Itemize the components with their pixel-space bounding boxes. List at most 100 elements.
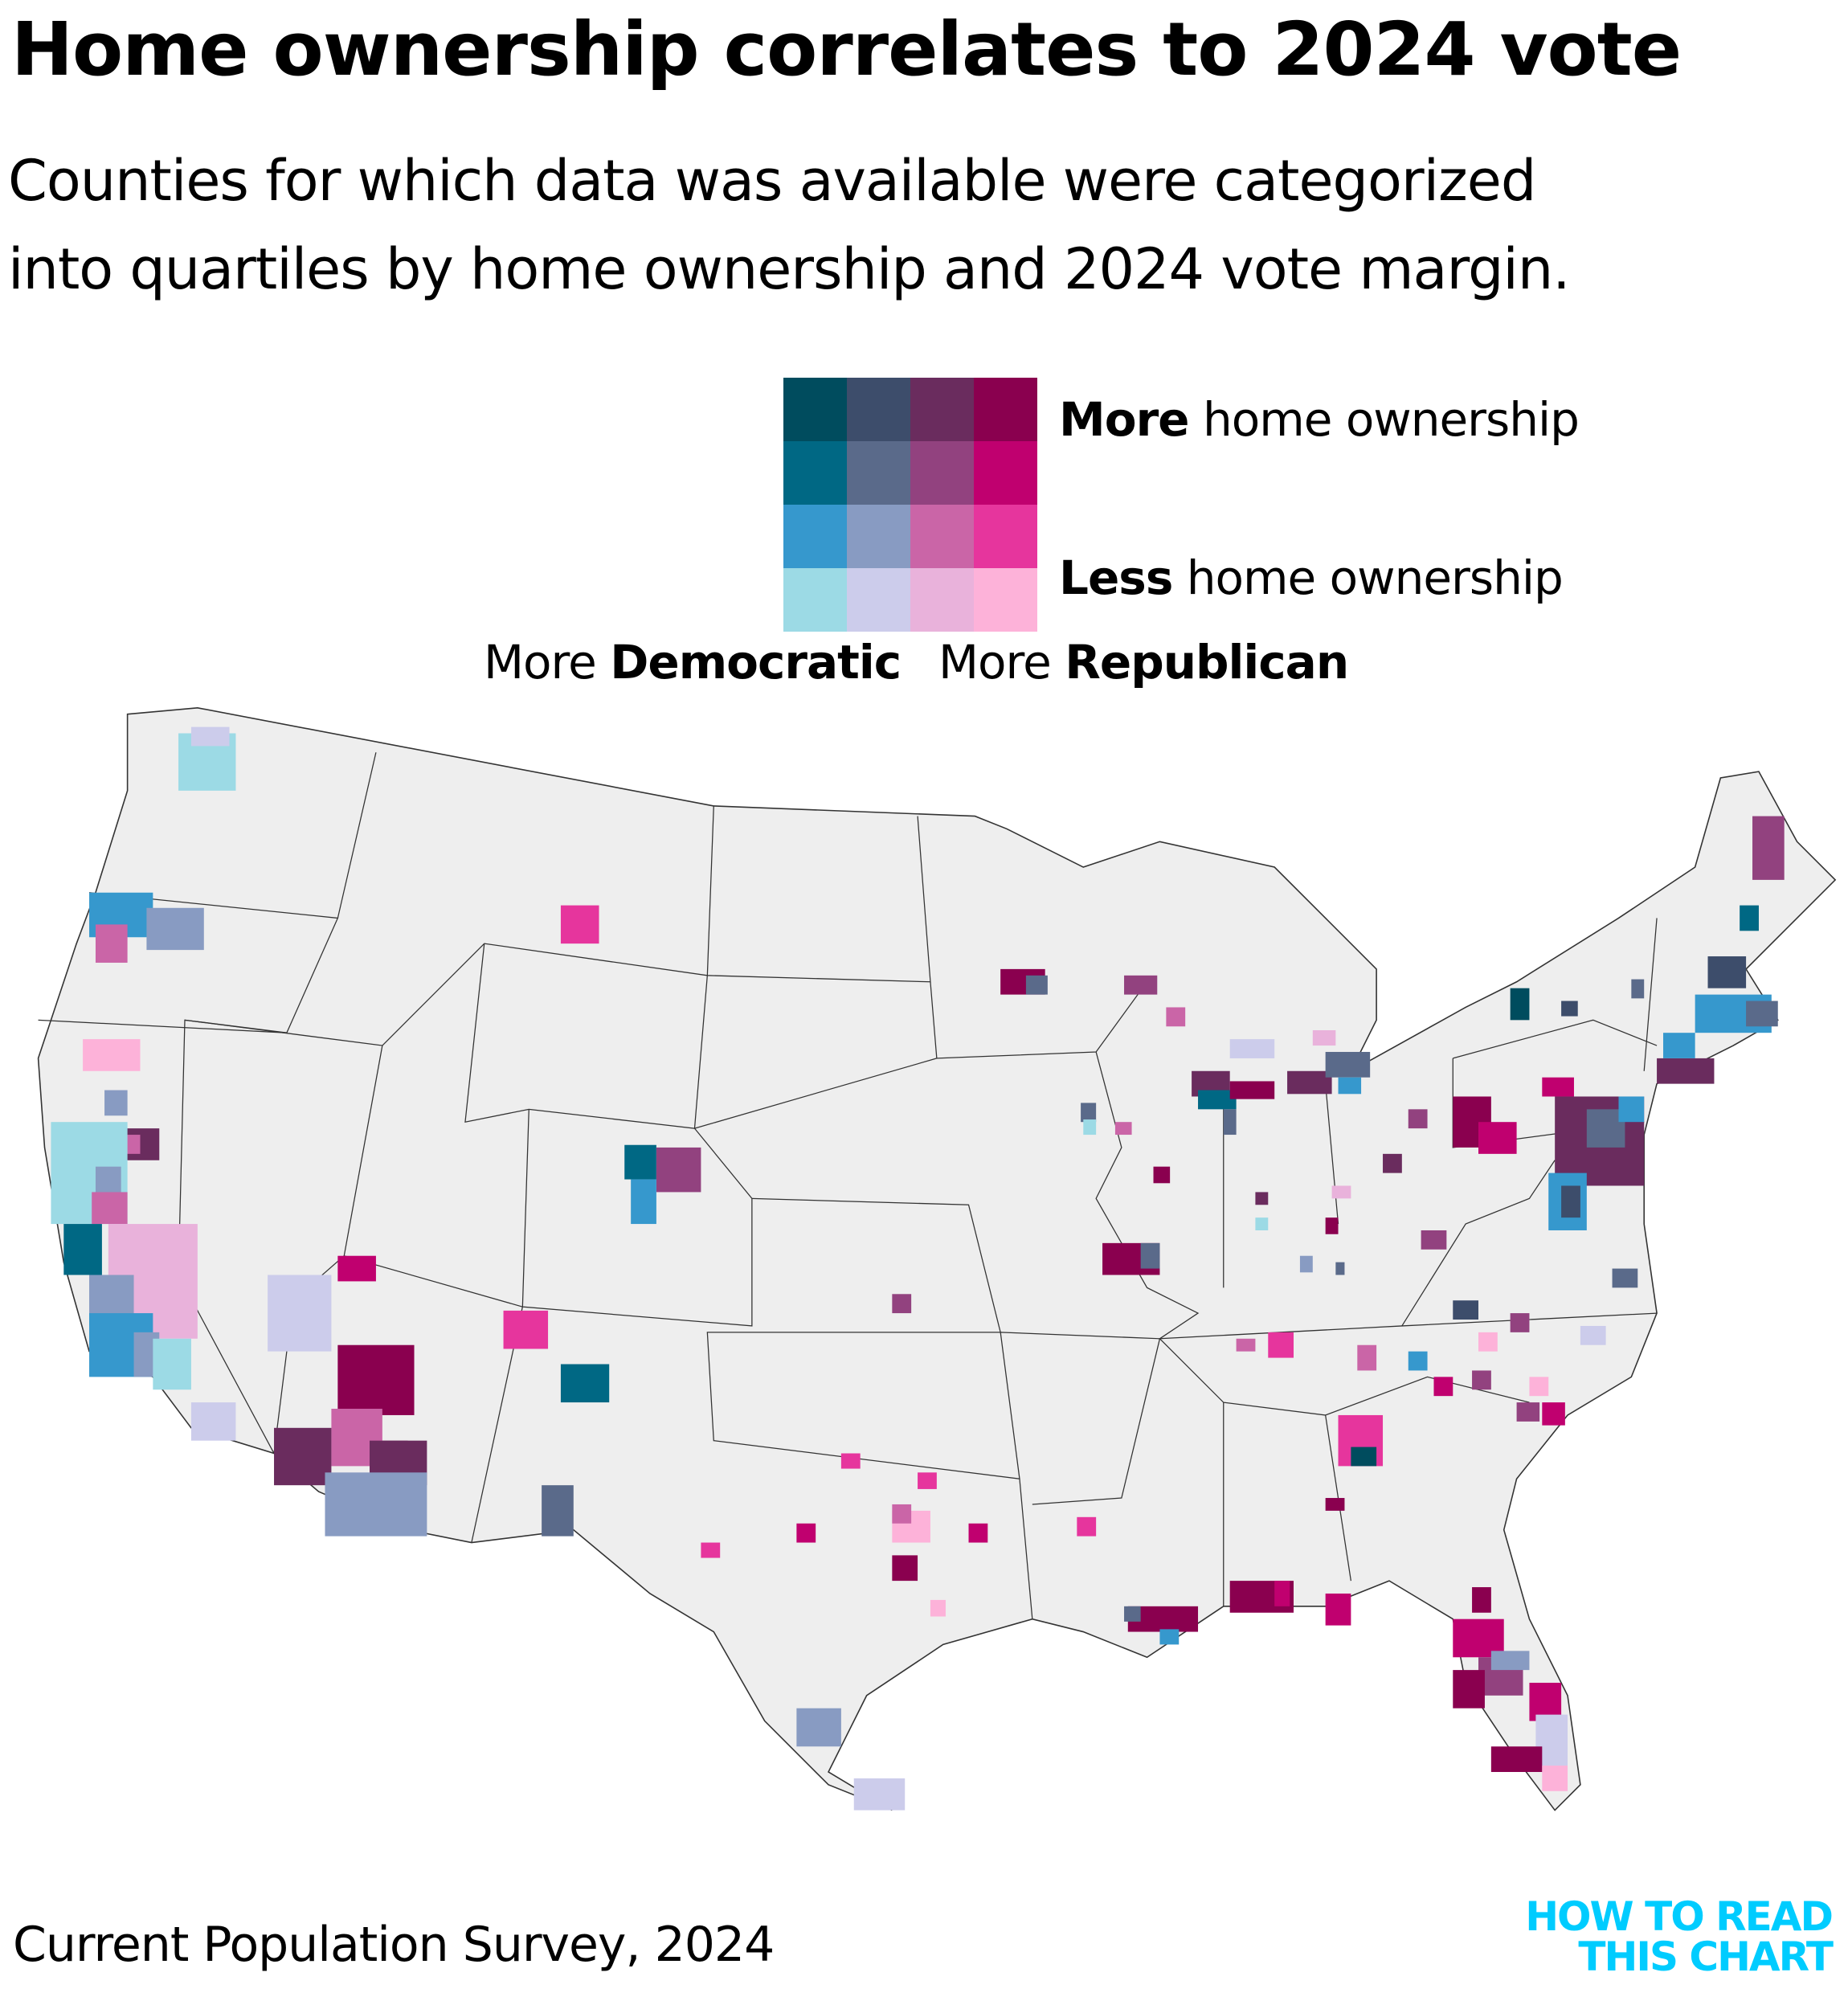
legend-cell: [974, 441, 1037, 505]
county-region: [1153, 1166, 1171, 1184]
county-region: [503, 1310, 549, 1349]
county-region: [1325, 1498, 1345, 1511]
legend-cell: [847, 378, 910, 441]
county-region: [1752, 816, 1785, 880]
county-region: [1580, 1325, 1606, 1345]
county-region: [1255, 1217, 1269, 1230]
county-region: [1657, 1058, 1715, 1084]
county-region: [1312, 1030, 1336, 1046]
legend-cell: [974, 378, 1037, 441]
county-region: [560, 905, 599, 944]
county-region: [1631, 979, 1645, 999]
county-region: [1529, 1377, 1549, 1397]
county-region: [337, 1344, 415, 1415]
county-region: [1198, 1090, 1237, 1110]
county-region: [1299, 1255, 1313, 1273]
county-region: [337, 1255, 376, 1282]
legend-more-ownership: More home ownership: [1059, 392, 1580, 447]
county-region: [1510, 1313, 1530, 1332]
county-region: [892, 1294, 912, 1314]
county-region: [1740, 905, 1759, 931]
county-region: [63, 1224, 102, 1275]
county-region: [1478, 1332, 1498, 1352]
county-region: [840, 1453, 861, 1469]
county-region: [1124, 975, 1158, 995]
legend-more-rest: home ownership: [1188, 392, 1580, 447]
legend-less-ownership: Less home ownership: [1059, 550, 1564, 605]
legend-cell: [847, 441, 910, 505]
county-region: [1335, 1262, 1345, 1275]
county-region: [1663, 1033, 1695, 1058]
county-region: [153, 1338, 191, 1390]
county-layer: [51, 726, 1785, 1811]
county-region: [1746, 1001, 1778, 1027]
us-county-map: [37, 706, 1837, 1811]
legend-dem-prefix: More: [484, 635, 611, 690]
county-region: [1159, 1629, 1180, 1645]
us-outline: [37, 706, 1837, 1811]
county-region: [1529, 1682, 1562, 1721]
county-region: [930, 1599, 946, 1617]
county-region: [1408, 1109, 1428, 1129]
county-region: [1255, 1192, 1269, 1205]
source-note: Current Population Survey, 2024: [13, 1917, 775, 1973]
county-region: [1542, 1766, 1568, 1791]
county-region: [1542, 1077, 1574, 1097]
county-region: [1490, 1651, 1530, 1671]
county-region: [542, 1485, 574, 1537]
chart-subtitle: Counties for which data was available we…: [8, 137, 1570, 313]
county-region: [1612, 1268, 1638, 1288]
county-region: [1274, 1581, 1290, 1606]
county-region: [796, 1708, 841, 1747]
county-region: [83, 1039, 141, 1071]
county-region: [1453, 1670, 1485, 1708]
county-region: [918, 1472, 937, 1489]
county-region: [560, 1364, 610, 1403]
county-region: [1433, 1377, 1453, 1397]
county-region: [1331, 1185, 1351, 1199]
county-region: [1453, 1618, 1504, 1658]
legend-cell: [783, 378, 847, 441]
county-region: [1351, 1447, 1377, 1467]
legend-more-democratic: More Democratic: [484, 635, 902, 690]
county-region: [1140, 1242, 1160, 1269]
legend-less-rest: home ownership: [1172, 550, 1564, 605]
county-region: [892, 1504, 912, 1524]
county-region: [1077, 1516, 1097, 1537]
bivariate-legend: [783, 378, 1037, 632]
county-region: [268, 1275, 332, 1352]
county-region: [1083, 1119, 1097, 1136]
county-region: [1236, 1338, 1256, 1352]
legend-cell: [783, 505, 847, 568]
legend-rep-prefix: More: [938, 635, 1065, 690]
county-region: [1166, 1007, 1186, 1027]
legend-cell: [974, 568, 1037, 632]
county-region: [1561, 1001, 1578, 1017]
county-region: [1229, 1081, 1275, 1099]
county-region: [1542, 1402, 1565, 1426]
county-region: [1510, 988, 1530, 1021]
county-region: [190, 1402, 236, 1441]
county-region: [1490, 1746, 1543, 1772]
county-region: [1453, 1300, 1478, 1320]
county-region: [1124, 1606, 1141, 1622]
county-region: [95, 924, 128, 963]
county-region: [892, 1555, 918, 1582]
county-region: [1383, 1153, 1402, 1173]
county-region: [656, 1147, 701, 1193]
legend-less-bold: Less: [1059, 550, 1173, 605]
county-region: [1357, 1344, 1377, 1371]
legend-more-bold: More: [1059, 392, 1190, 447]
legend-cell: [910, 505, 974, 568]
legend-cell: [974, 505, 1037, 568]
county-region: [1325, 1593, 1351, 1626]
county-region: [1618, 1096, 1645, 1123]
legend-cell: [783, 568, 847, 632]
county-region: [701, 1542, 721, 1558]
county-region: [1325, 1217, 1339, 1234]
county-region: [1707, 956, 1747, 988]
county-region: [1268, 1332, 1294, 1358]
county-region: [274, 1427, 332, 1486]
county-region: [1287, 1070, 1332, 1095]
county-region: [1229, 1039, 1275, 1058]
